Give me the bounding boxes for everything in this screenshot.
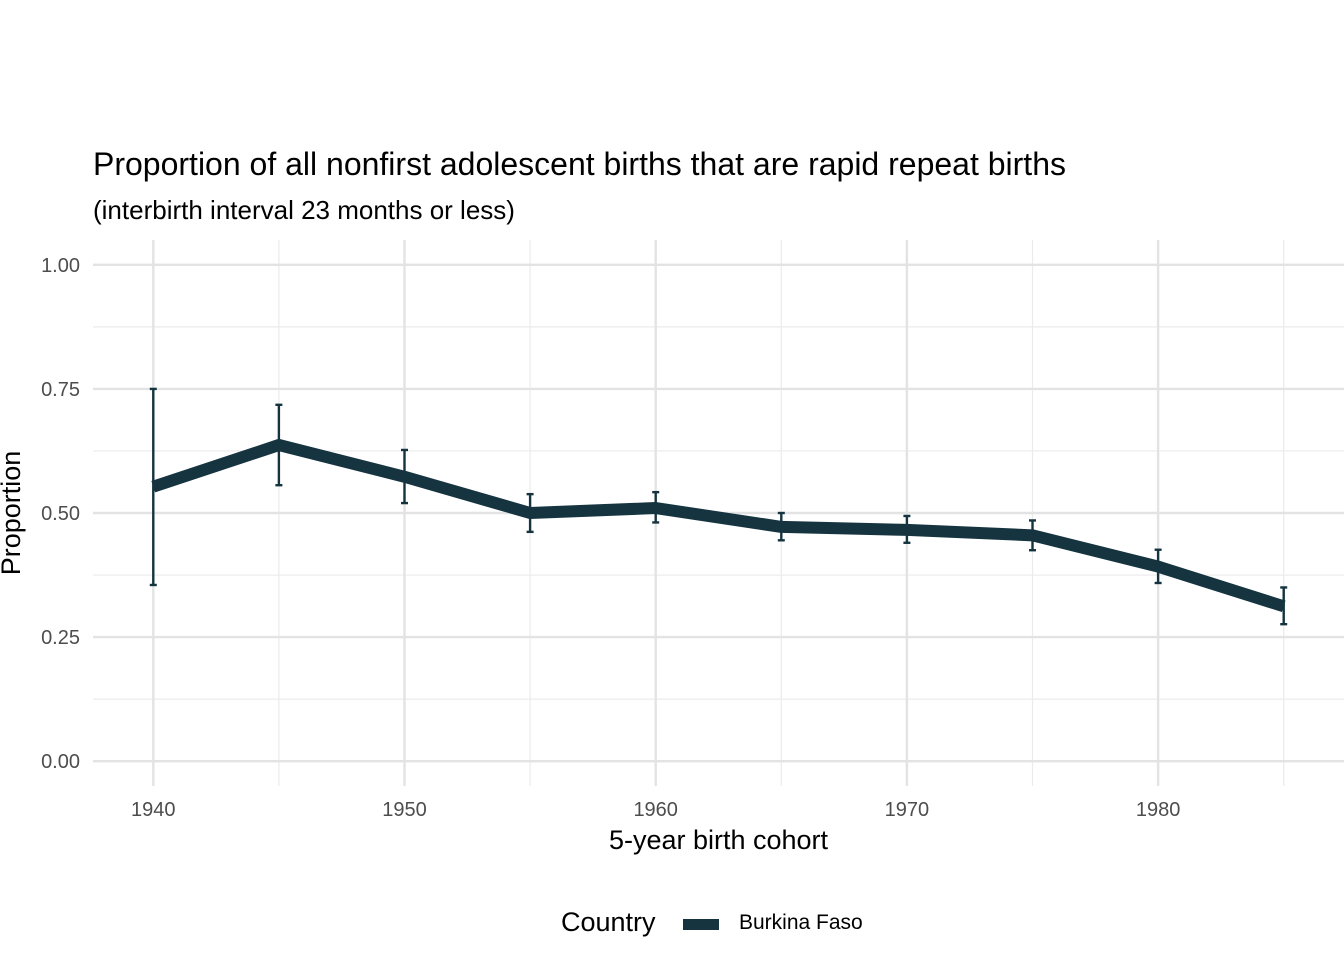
chart-subtitle: (interbirth interval 23 months or less) — [93, 195, 515, 225]
legend: Country Burkina Faso — [0, 903, 1344, 943]
legend-key-burkina-faso — [683, 919, 719, 930]
legend-label-burkina-faso: Burkina Faso — [739, 911, 863, 934]
x-tick-label: 1970 — [885, 799, 930, 821]
x-tick-label: 1940 — [131, 799, 176, 821]
x-tick-label: 1960 — [633, 799, 678, 821]
legend-title: Country — [561, 907, 656, 937]
line-chart: 0.00 0.25 0.50 0.75 1.00 1940 1950 1960 1970 1980… — [0, 240, 1344, 855]
y-tick-label: 0.25 — [41, 627, 80, 649]
y-tick-label: 0.75 — [41, 379, 80, 401]
y-tick-label: 0.50 — [41, 503, 80, 525]
y-tick-label: 1.00 — [41, 255, 80, 277]
x-tick-label: 1950 — [382, 799, 427, 821]
y-axis-title: Proportion — [0, 451, 26, 576]
chart-title: Proportion of all nonfirst adolescent bi… — [93, 146, 1066, 182]
x-tick-label: 1980 — [1136, 799, 1181, 821]
y-tick-label: 0.00 — [41, 751, 80, 773]
x-axis-title: 5-year birth cohort — [609, 825, 829, 855]
series-line-burkina-faso — [151, 438, 1286, 613]
